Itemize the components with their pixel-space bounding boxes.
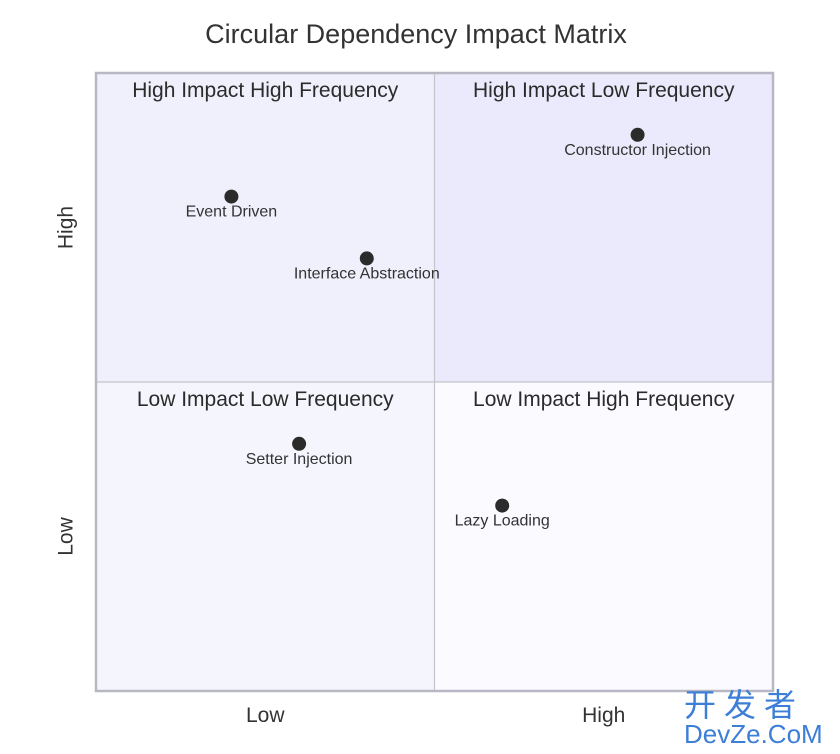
data-point-label: Lazy Loading <box>455 513 550 530</box>
x-tick-label: High <box>582 704 625 727</box>
data-points: Constructor Injection Event Driven Interfa… <box>186 127 711 530</box>
quadrant-layer <box>96 73 773 691</box>
quadrant-bottom-right <box>434 382 773 691</box>
quadrant-label-top-right: High Impact Low Frequency <box>473 79 735 102</box>
watermark: 开发者 DevZe.CoM <box>684 687 823 749</box>
data-point-label: Constructor Injection <box>564 142 711 159</box>
quadrant-top-left <box>96 73 435 382</box>
watermark-chinese: 开发者 <box>684 687 804 723</box>
data-point-label: Setter Injection <box>246 451 353 468</box>
axis-labels: Low High Low High <box>55 206 626 727</box>
quadrant-bottom-left <box>96 382 435 691</box>
data-point <box>495 498 510 513</box>
x-tick-label: Low <box>246 704 285 727</box>
plot-border <box>94 71 775 693</box>
data-point <box>292 436 307 451</box>
quadrant-label-top-left: High Impact High Frequency <box>132 79 399 102</box>
data-point-label: Interface Abstraction <box>294 265 440 282</box>
y-tick-label: High <box>55 206 78 249</box>
y-tick-label: Low <box>55 516 78 555</box>
plot-frame <box>94 71 775 693</box>
watermark-english: DevZe.CoM <box>684 719 823 749</box>
data-point <box>630 127 645 142</box>
data-point <box>224 189 239 204</box>
chart-title: Circular Dependency Impact Matrix <box>205 19 627 49</box>
data-point <box>359 251 374 266</box>
quadrant-labels: High Impact High Frequency High Impact Lo… <box>132 79 735 411</box>
data-point-label: Event Driven <box>186 204 278 221</box>
quadrant-top-right <box>434 73 773 382</box>
quadrant-label-bottom-right: Low Impact High Frequency <box>473 388 735 411</box>
quadrant-label-bottom-left: Low Impact Low Frequency <box>137 388 394 411</box>
